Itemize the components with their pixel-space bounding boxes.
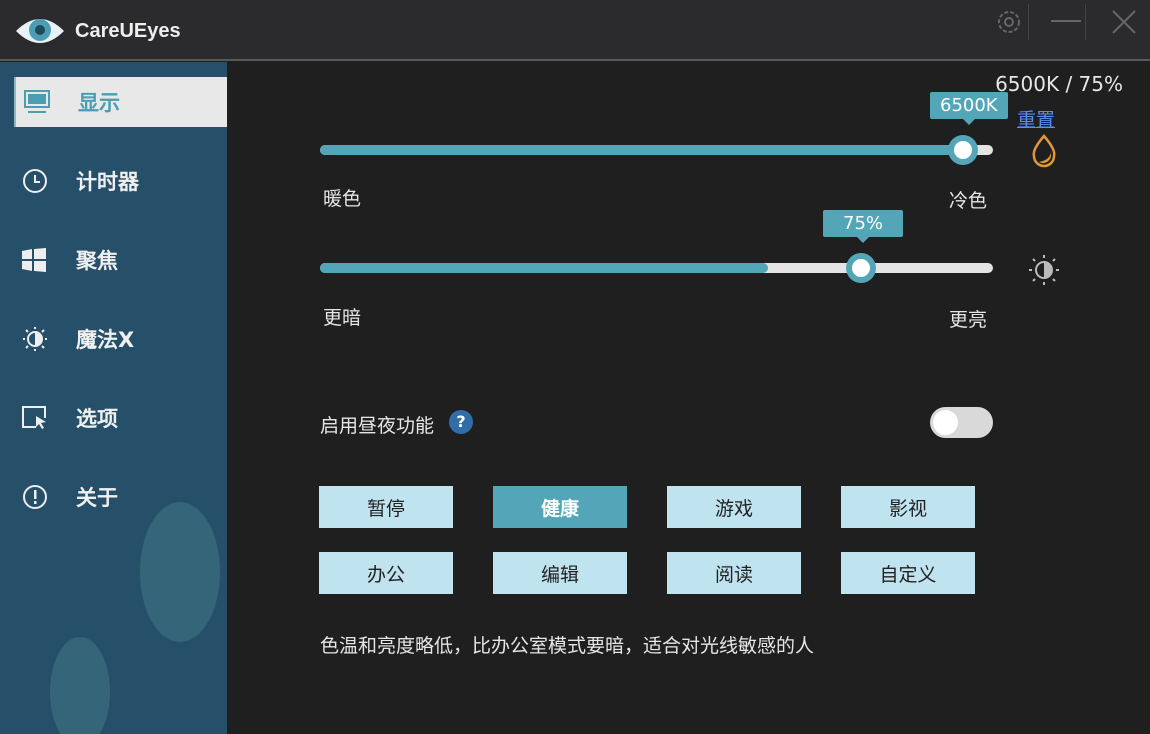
- mode-office-button[interactable]: 办公: [319, 552, 453, 594]
- mode-pause-button[interactable]: 暂停: [319, 486, 453, 528]
- darker-label: 更暗: [323, 307, 362, 329]
- mode-custom-button[interactable]: 自定义: [841, 552, 975, 594]
- temperature-slider[interactable]: 6500K: [320, 92, 1008, 165]
- cool-label: 冷色: [949, 190, 988, 212]
- clock-icon: [22, 168, 66, 194]
- mode-movie-button[interactable]: 影视: [841, 486, 975, 528]
- mode-description: 色温和亮度略低，比办公室模式要暗，适合对光线敏感的人: [320, 635, 815, 657]
- brighter-label: 更亮: [949, 309, 988, 331]
- windows-icon: [22, 248, 66, 272]
- sidebar-item-label: 选项: [76, 407, 118, 431]
- sidebar-item-about[interactable]: 关于: [14, 472, 227, 522]
- brightness-slider-handle[interactable]: [846, 253, 876, 283]
- daynight-label: 启用昼夜功能: [320, 415, 435, 437]
- mode-game-button[interactable]: 游戏: [667, 486, 801, 528]
- sidebar-item-label: 关于: [76, 486, 118, 510]
- close-button[interactable]: [1096, 0, 1150, 44]
- status-readout: 6500K / 75%: [995, 72, 1123, 96]
- reset-link[interactable]: 重置: [1017, 109, 1056, 131]
- settings-icon: [997, 11, 1020, 33]
- brightness-slider[interactable]: 75%: [320, 210, 993, 283]
- brightness-tooltip: 75%: [823, 210, 904, 243]
- sidebar-item-label: 魔法X: [76, 328, 135, 352]
- monitor-icon: [24, 90, 68, 114]
- sidebar-item-options[interactable]: 选项: [14, 393, 227, 443]
- cursor-window-icon: [22, 406, 66, 430]
- info-icon: [22, 484, 66, 510]
- color-temperature-drop-icon: [1032, 134, 1056, 168]
- leaf-decoration-icon: [50, 502, 220, 734]
- settings-button[interactable]: [981, 0, 1036, 44]
- app-title: CareUEyes: [75, 20, 181, 42]
- minimize-icon: [1050, 20, 1081, 22]
- sidebar-item-label: 显示: [78, 91, 120, 115]
- temperature-slider-handle[interactable]: [948, 135, 978, 165]
- eye-logo-icon: [16, 19, 64, 43]
- close-icon: [1111, 10, 1136, 34]
- sidebar-item-magic-x[interactable]: 魔法X: [14, 314, 227, 364]
- daynight-toggle[interactable]: [930, 407, 993, 438]
- mode-health-button[interactable]: 健康: [493, 486, 627, 528]
- mode-editing-button[interactable]: 编辑: [493, 552, 627, 594]
- sidebar-item-focus[interactable]: 聚焦: [14, 235, 227, 285]
- minimize-button[interactable]: [1038, 0, 1093, 44]
- sidebar-item-timer[interactable]: 计时器: [14, 156, 227, 206]
- sidebar: 显示 计时器 聚焦 魔法X 选项 关于: [0, 62, 227, 734]
- mode-reading-button[interactable]: 阅读: [667, 552, 801, 594]
- temperature-tooltip: 6500K: [930, 92, 1008, 125]
- brightness-icon: [1029, 255, 1059, 285]
- sidebar-item-label: 聚焦: [76, 249, 118, 273]
- help-icon[interactable]: ?: [449, 410, 473, 434]
- sun-moon-icon: [22, 326, 66, 352]
- warm-label: 暖色: [323, 188, 362, 210]
- sidebar-item-display[interactable]: 显示: [14, 77, 227, 127]
- display-panel: 6500K / 75% 重置 6500K 暖色 冷色 75% 更暗 更亮 启用昼…: [227, 62, 1150, 734]
- sidebar-item-label: 计时器: [76, 170, 139, 194]
- title-bar: CareUEyes: [0, 0, 1150, 61]
